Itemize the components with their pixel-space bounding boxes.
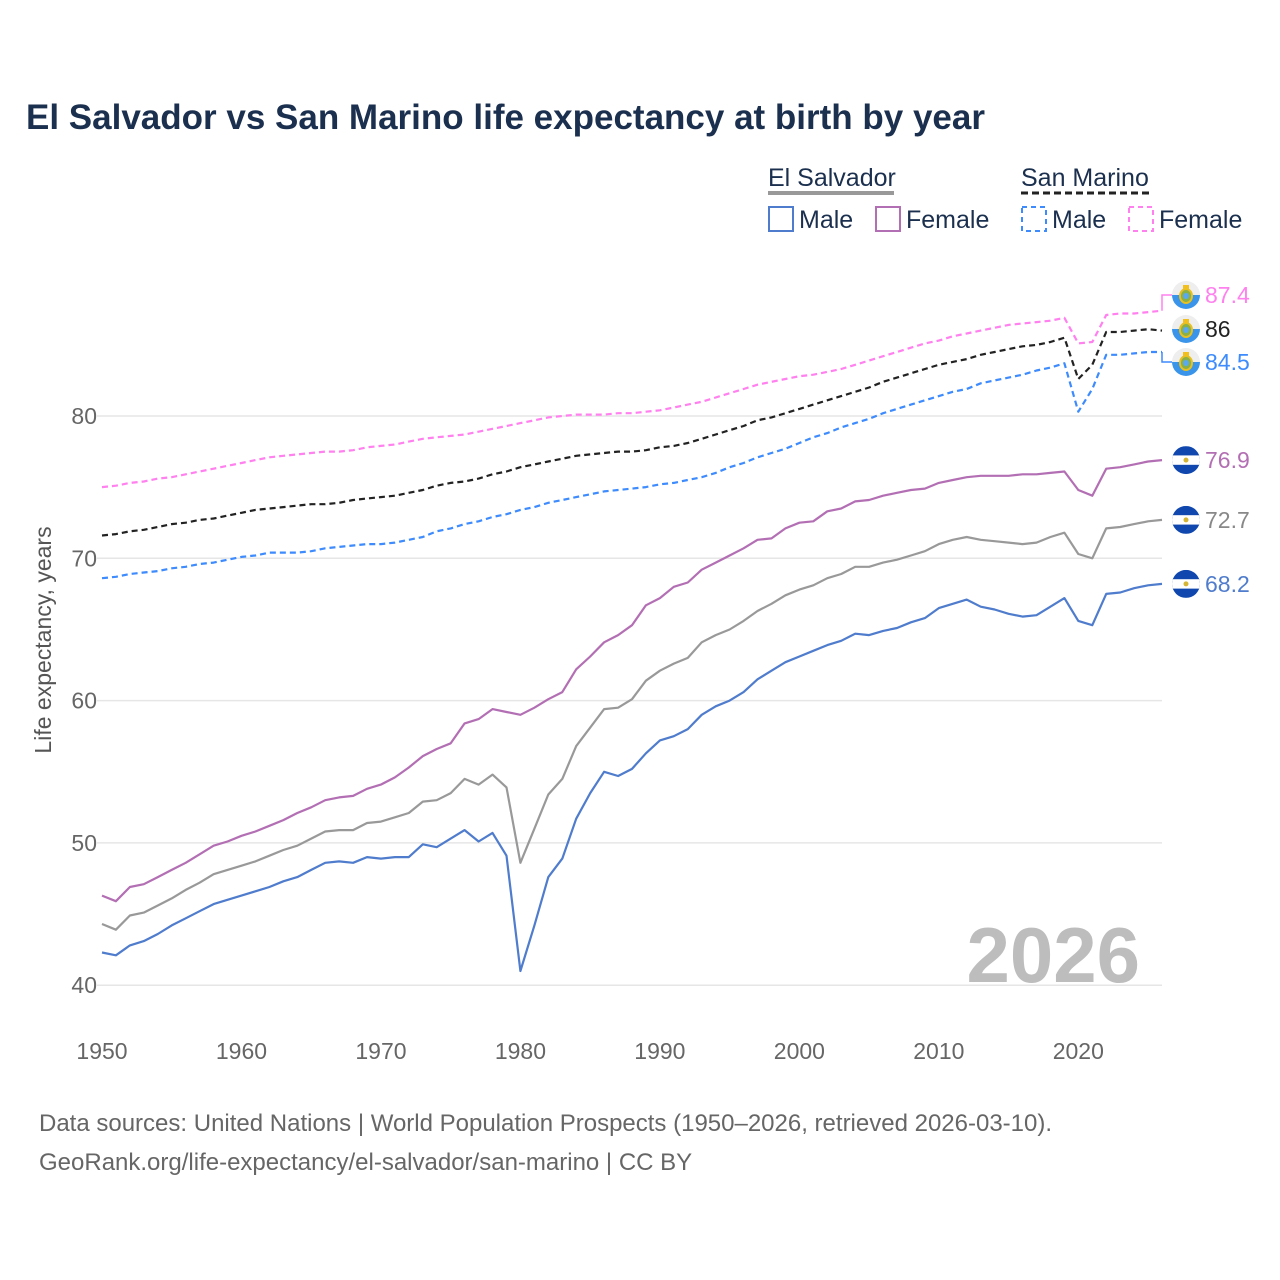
x-tick-label: 1970 [355, 1038, 406, 1064]
line-el-salvador-male [101, 582, 1163, 973]
footer-link[interactable]: GeoRank.org/life-expectancy/el-salvador/… [39, 1149, 692, 1176]
san-marino-flag-icon [1172, 281, 1200, 309]
y-tick-label: 50 [71, 830, 97, 856]
y-axis-ticks: 40 50 60 70 80 [71, 403, 97, 998]
legend-group-el-salvador: El Salvador [768, 164, 896, 192]
year-watermark: 2026 [966, 911, 1140, 999]
y-tick-label: 40 [71, 972, 97, 998]
x-tick-label: 2000 [774, 1038, 825, 1064]
legend-san-marino-female-swatch [1128, 206, 1154, 232]
el-salvador-flag-icon [1172, 569, 1200, 598]
el-salvador-flag-icon [1172, 505, 1200, 534]
end-label-san-marino-total: 86 [1205, 316, 1231, 342]
x-axis-ticks: 1950 1960 1970 1980 1990 2000 2010 2020 [76, 1038, 1103, 1064]
connector-san-marino-female [1161, 294, 1172, 311]
legend-san-marino-male-swatch [1021, 206, 1047, 232]
san-marino-flag-icon [1172, 348, 1200, 376]
x-tick-label: 2020 [1053, 1038, 1104, 1064]
end-label-el-salvador-female: 76.9 [1205, 447, 1250, 473]
y-tick-label: 80 [71, 403, 97, 429]
chart-title: El Salvador vs San Marino life expectanc… [26, 98, 985, 137]
x-tick-label: 2010 [913, 1038, 964, 1064]
legend-san-marino-female: Female [1159, 206, 1242, 234]
y-tick-label: 70 [71, 545, 97, 571]
legend: El Salvador Male Female San Marino Male … [768, 164, 1242, 234]
end-labels: 72.7 68.2 76.9 86 84.5 87.4 [1161, 281, 1250, 598]
y-axis-label: Life expectancy, years [30, 526, 56, 753]
end-label-san-marino-female: 87.4 [1205, 282, 1250, 308]
connector-san-marino-male [1161, 352, 1172, 363]
el-salvador-flag-icon [1172, 446, 1200, 475]
x-tick-label: 1950 [76, 1038, 127, 1064]
line-san-marino-female [101, 309, 1163, 489]
line-san-marino-total [101, 328, 1163, 537]
line-el-salvador-female [101, 459, 1163, 903]
legend-el-salvador-male-swatch [768, 206, 794, 232]
line-el-salvador-total [101, 518, 1163, 931]
y-tick-label: 60 [71, 688, 97, 714]
end-label-san-marino-male: 84.5 [1205, 349, 1250, 375]
legend-el-salvador-male: Male [799, 206, 853, 234]
x-tick-label: 1990 [634, 1038, 685, 1064]
series-lines [101, 309, 1163, 973]
line-san-marino-male [101, 350, 1162, 580]
legend-el-salvador-female-swatch [875, 206, 901, 232]
x-tick-label: 1960 [216, 1038, 267, 1064]
x-tick-label: 1980 [495, 1038, 546, 1064]
legend-el-salvador-line [768, 191, 894, 195]
legend-san-marino-male: Male [1052, 206, 1106, 234]
legend-el-salvador-female: Female [906, 206, 989, 234]
legend-group-san-marino: San Marino [1021, 164, 1149, 192]
footer-sources: Data sources: United Nations | World Pop… [39, 1110, 1052, 1137]
san-marino-flag-icon [1172, 315, 1200, 343]
end-label-el-salvador-total: 72.7 [1205, 507, 1250, 533]
end-label-el-salvador-male: 68.2 [1205, 571, 1250, 597]
